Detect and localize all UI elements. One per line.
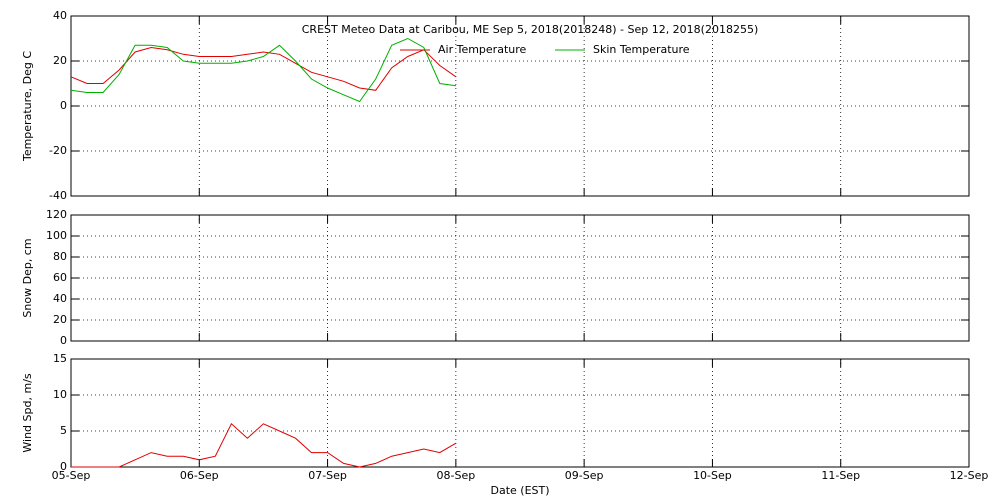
y-tick-label: 80 [53,250,67,263]
x-axis-label: Date (EST) [490,484,549,497]
y-tick-label: 5 [60,424,67,437]
y-tick-label: -20 [49,144,67,157]
y-tick-label: 15 [53,352,67,365]
y-tick-label: 0 [60,99,67,112]
x-tick-label: 12-Sep [950,469,989,482]
x-tick-label: 11-Sep [821,469,860,482]
y-axis-label: Wind Spd, m/s [21,373,34,453]
x-tick-label: 08-Sep [437,469,476,482]
chart-title: CREST Meteo Data at Caribou, ME Sep 5, 2… [302,23,759,36]
y-tick-label: -40 [49,189,67,202]
data-line [71,422,457,468]
y-tick-label: 40 [53,9,67,22]
y-tick-label: 40 [53,292,67,305]
x-tick-label: 07-Sep [308,469,347,482]
y-tick-label: 0 [60,334,67,347]
x-tick-label: 09-Sep [565,469,604,482]
x-tick-label: 10-Sep [693,469,732,482]
y-tick-label: 10 [53,388,67,401]
legend-label: Skin Temperature [593,43,690,56]
legend-label: Air Temperature [438,43,527,56]
y-tick-label: 60 [53,271,67,284]
y-tick-label: 0 [60,460,67,473]
y-tick-label: 100 [46,229,67,242]
y-axis-label: Temperature, Deg C [21,51,34,162]
x-tick-label: 06-Sep [180,469,219,482]
x-tick-label: 05-Sep [52,469,91,482]
plot-frame [70,358,970,468]
y-tick-label: 20 [53,313,67,326]
y-axis-label: Snow Dep, cm [21,238,34,317]
data-line [70,46,457,91]
data-line [70,37,456,103]
y-tick-label: 120 [46,208,67,221]
y-tick-label: 20 [53,54,67,67]
